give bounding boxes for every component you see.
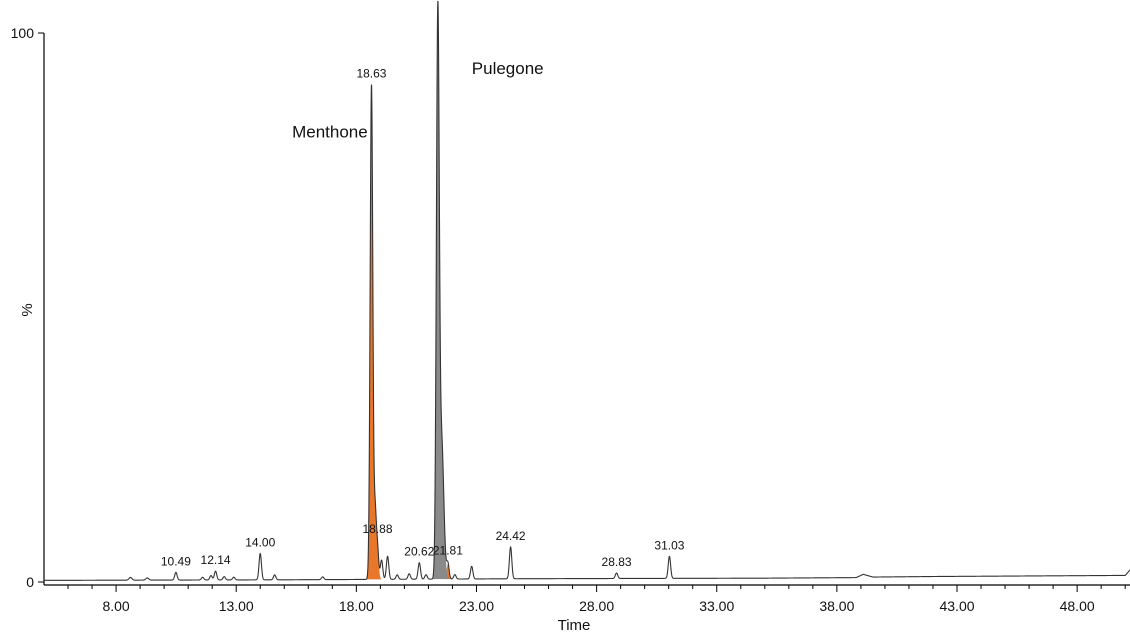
compound-annotation: Pulegone	[472, 59, 544, 78]
x-tick-label: 48.00	[1060, 598, 1095, 614]
x-tick-label: 28.00	[579, 598, 614, 614]
x-tick-label: 18.00	[339, 598, 374, 614]
peak-label: 18.88	[362, 522, 392, 536]
axes: 100 0 % Time	[11, 25, 1130, 634]
peak-label: 12.14	[201, 553, 231, 567]
y-axis-title: %	[19, 303, 36, 316]
peak-label: 20.62	[404, 545, 434, 559]
y-tick-label-100: 100	[11, 25, 35, 41]
x-tick-label: 13.00	[219, 598, 254, 614]
compound-annotations: Menthone Pulegone	[292, 59, 544, 141]
chromatogram-trace	[44, 0, 1130, 581]
x-ticks: 8.00 13.00 18.00 23.00 28.00 33.00 38.00 43.00 4…	[67, 585, 1126, 614]
peak-label: 14.00	[245, 536, 275, 550]
compound-annotation: Menthone	[292, 122, 368, 141]
x-tick-label: 23.00	[459, 598, 494, 614]
x-axis-title: Time	[558, 617, 591, 634]
peak-label: 21.81	[433, 544, 463, 558]
peak-label: 24.42	[496, 529, 526, 543]
x-tick-label: 38.00	[819, 598, 854, 614]
x-tick-label: 43.00	[939, 598, 974, 614]
menthone-peak-fill	[366, 84, 454, 580]
y-tick-label-0: 0	[26, 574, 34, 590]
peak-label: 28.83	[602, 555, 632, 569]
peak-labels: 10.4912.1414.0018.6318.8820.6221.3921.81…	[161, 67, 685, 569]
x-tick-label: 33.00	[699, 598, 734, 614]
peak-label: 18.63	[356, 67, 386, 81]
peak-fills	[366, 0, 454, 580]
trace	[44, 0, 1130, 581]
peak-label: 10.49	[161, 554, 191, 568]
x-tick-label: 8.00	[102, 598, 129, 614]
peak-label: 31.03	[654, 538, 684, 552]
